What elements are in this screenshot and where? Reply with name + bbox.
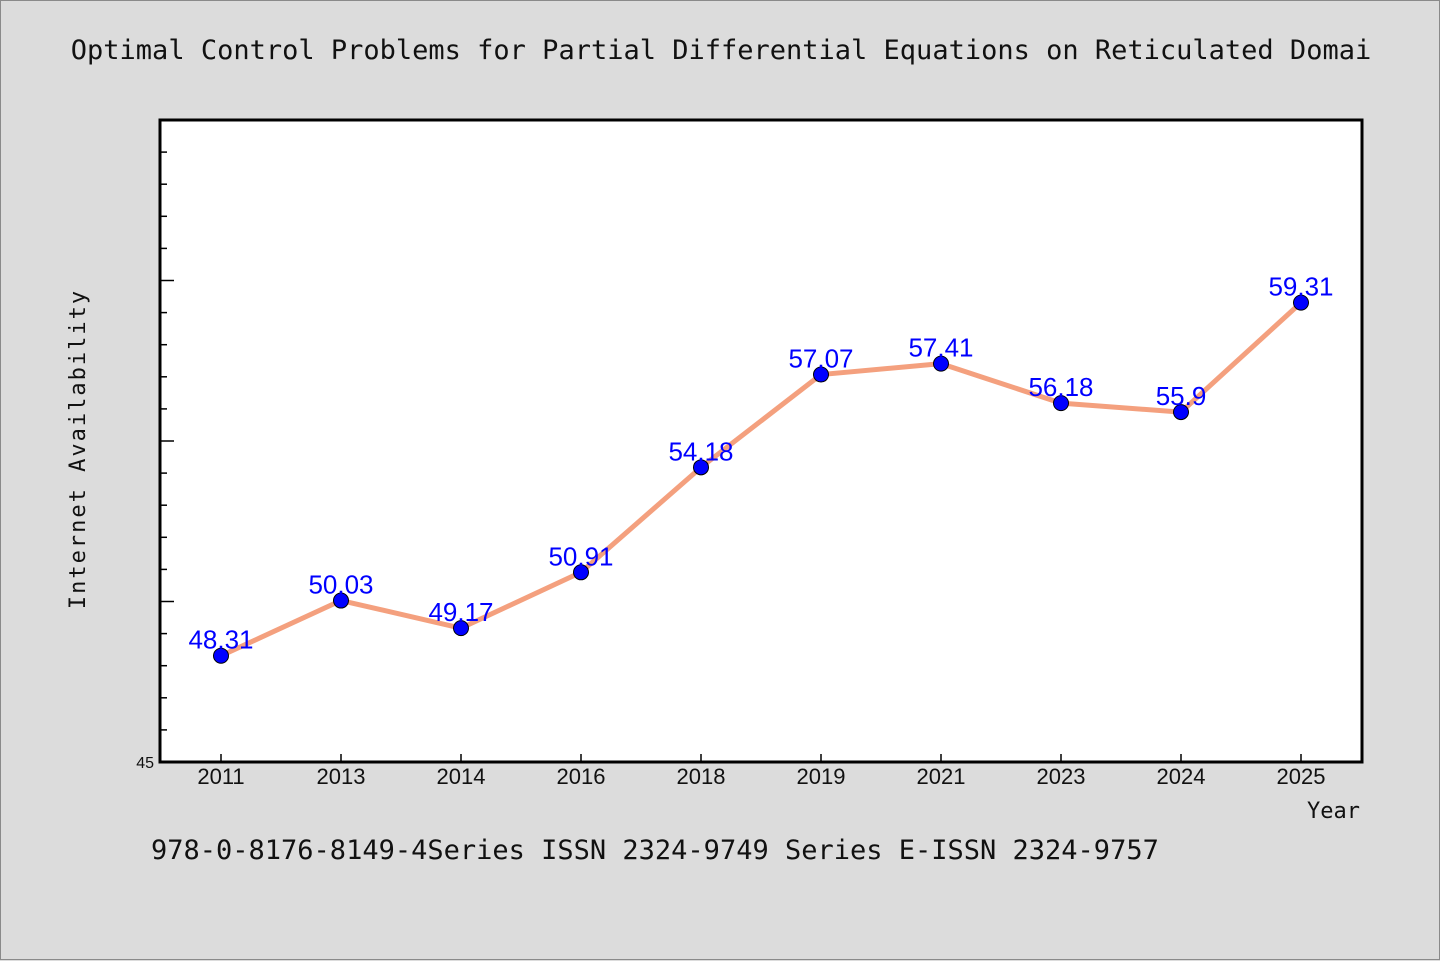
- data-point-2025: [1293, 294, 1309, 311]
- data-point-2014: [453, 620, 469, 637]
- data-label-2024: 55.9: [1156, 381, 1207, 411]
- x-tick-label-2023: 2023: [1037, 764, 1086, 789]
- x-tick-label-2019: 2019: [797, 764, 846, 789]
- x-axis-tick-labels: 2011 2013 2014 2016 2018 2019 2021 2023 2024 2025: [197, 764, 1325, 789]
- x-axis-label: Year: [1307, 799, 1360, 824]
- data-label-2014: 49.17: [428, 597, 493, 627]
- data-label-2019: 57.07: [788, 344, 853, 374]
- data-point-2023: [1053, 395, 1069, 412]
- x-tick-label-2024: 2024: [1157, 764, 1206, 789]
- y-axis-ticks: [160, 119, 174, 763]
- x-axis-ticks: [220, 754, 1302, 762]
- data-markers: [213, 294, 1309, 664]
- x-tick-label-2014: 2014: [437, 764, 486, 789]
- x-tick-label-2013: 2013: [317, 764, 366, 789]
- y-axis-label: Internet Availability: [66, 289, 91, 609]
- isbn-footer: 978-0-8176-8149-4Series ISSN 2324-9749 S…: [151, 835, 1159, 866]
- data-label-2018: 54.18: [668, 436, 733, 466]
- chart-title: Optimal Control Problems for Partial Dif…: [70, 35, 1372, 66]
- data-point-2018: [693, 459, 709, 476]
- data-point-2011: [213, 647, 229, 664]
- y-tick-label-45: 45: [136, 755, 154, 772]
- data-point-2016: [573, 564, 589, 581]
- x-tick-label-2018: 2018: [677, 764, 726, 789]
- x-tick-label-2016: 2016: [557, 764, 606, 789]
- data-label-2011: 48.31: [188, 625, 253, 655]
- data-point-2024: [1173, 404, 1189, 421]
- data-point-2019: [813, 366, 829, 383]
- plot-area: [158, 118, 1364, 764]
- data-point-2021: [933, 355, 949, 372]
- data-labels: 48.31 50.03 49.17 50.91 54.18 57.07 57.41 56.18…: [188, 272, 1333, 655]
- data-label-2013: 50.03: [308, 570, 373, 600]
- x-tick-label-2021: 2021: [917, 764, 966, 789]
- data-label-2025: 59.31: [1268, 272, 1333, 302]
- data-point-2013: [333, 592, 349, 609]
- data-label-2023: 56.18: [1028, 372, 1093, 402]
- data-label-2016: 50.91: [548, 541, 613, 571]
- data-label-2021: 57.41: [908, 333, 973, 363]
- x-tick-label-2011: 2011: [197, 764, 244, 789]
- x-tick-label-2025: 2025: [1277, 764, 1326, 789]
- series-line: [218, 300, 1304, 659]
